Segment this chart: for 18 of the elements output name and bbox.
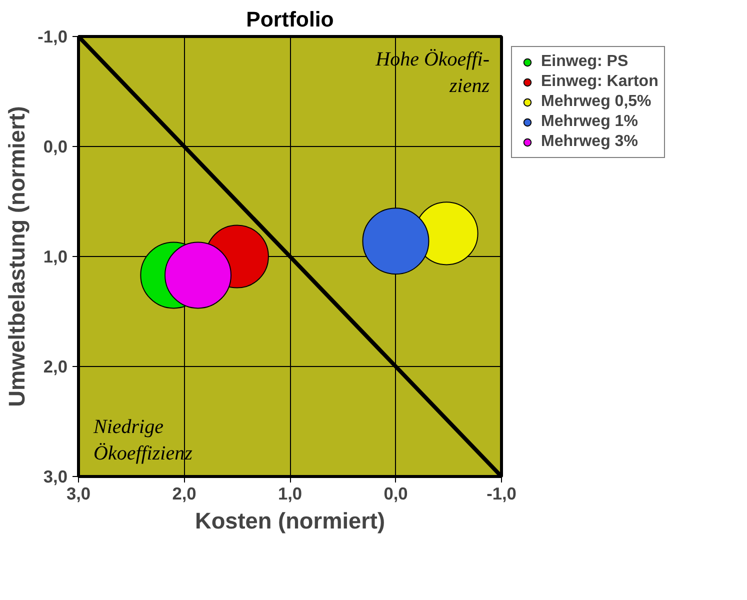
- legend-label: Mehrweg 3%: [541, 133, 638, 151]
- y-tick-label: -1,0: [38, 26, 68, 46]
- y-tick-label: 2,0: [43, 356, 68, 376]
- x-tick-label: 1,0: [278, 484, 302, 504]
- legend-label: Mehrweg 1%: [541, 113, 638, 131]
- chart-title: Portfolio: [246, 8, 334, 32]
- x-tick-label: 3,0: [66, 484, 91, 504]
- y-tick-label: 0,0: [43, 136, 68, 156]
- x-tick-label: -1,0: [486, 484, 516, 504]
- legend-label: Einweg: PS: [541, 53, 628, 71]
- x-tick-label: 0,0: [384, 484, 408, 504]
- y-axis-title: Umweltbelastung (normiert): [4, 106, 30, 407]
- legend-label: Mehrweg 0,5%: [541, 93, 652, 111]
- legend-label: Einweg: Karton: [541, 73, 658, 91]
- x-tick-label: 2,0: [172, 484, 196, 504]
- y-tick-label: 3,0: [43, 466, 68, 486]
- x-axis-title: Kosten (normiert): [194, 508, 386, 534]
- y-tick-label: 1,0: [43, 246, 68, 266]
